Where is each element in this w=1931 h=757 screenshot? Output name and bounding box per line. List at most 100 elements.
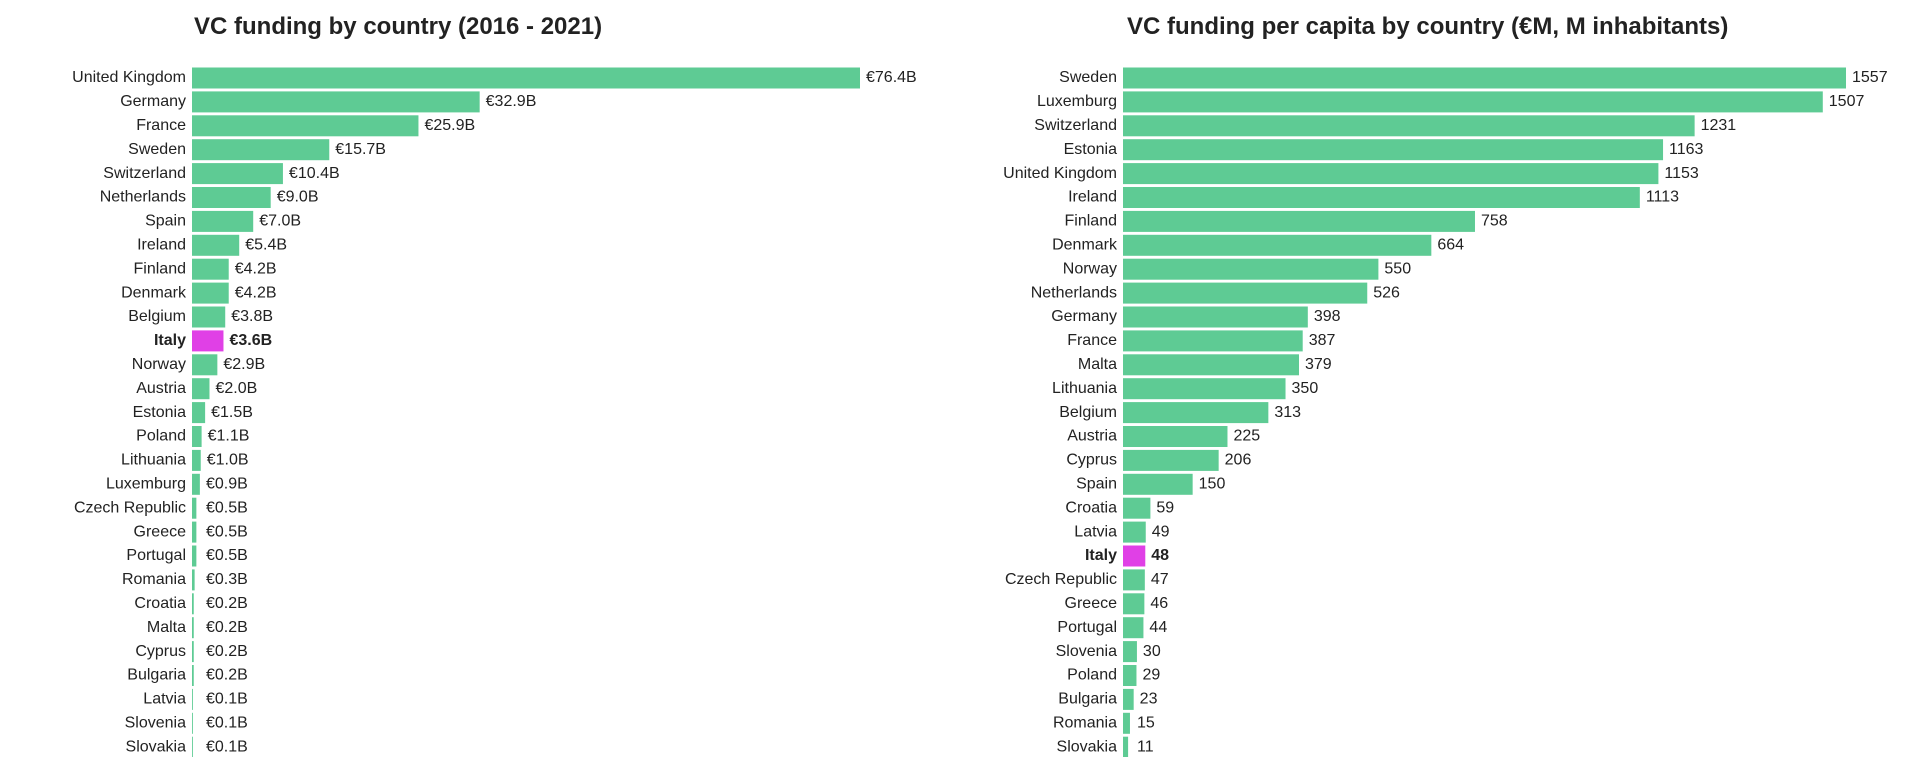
category-label: Italy [154, 332, 186, 349]
category-label: Germany [1051, 308, 1117, 325]
bar [192, 545, 197, 567]
bar [192, 282, 229, 304]
value-label: €10.4B [289, 165, 340, 182]
bar [1123, 163, 1659, 185]
value-label: €4.2B [235, 284, 277, 301]
value-label: 350 [1292, 380, 1319, 397]
category-label: Finland [134, 260, 186, 277]
bar [1123, 139, 1664, 161]
category-label: Denmark [1052, 237, 1118, 254]
category-label: Slovakia [1057, 738, 1118, 755]
category-label: Lithuania [121, 452, 186, 469]
value-label: 1557 [1852, 69, 1888, 86]
value-label: 398 [1314, 308, 1341, 325]
category-label: Slovakia [126, 738, 187, 755]
category-label: Sweden [128, 141, 186, 158]
value-label: 30 [1143, 643, 1161, 660]
value-label: €3.6B [229, 332, 272, 349]
value-label: €76.4B [866, 69, 917, 86]
value-label: €32.9B [486, 93, 537, 110]
category-label: United Kingdom [1003, 165, 1117, 182]
bar [1123, 426, 1228, 447]
value-label: €1.0B [207, 452, 249, 469]
value-label: 15 [1137, 715, 1155, 732]
category-label: Croatia [134, 595, 186, 612]
value-label: €0.5B [206, 547, 248, 564]
category-label: Norway [132, 356, 186, 373]
value-label: €3.8B [231, 308, 273, 325]
category-label: Norway [1063, 260, 1117, 277]
category-label: Netherlands [1031, 284, 1117, 301]
value-label: 313 [1274, 404, 1301, 421]
value-label: 1163 [1669, 141, 1704, 158]
bar [1123, 593, 1145, 615]
value-label: 1507 [1829, 93, 1865, 110]
value-label: 664 [1437, 237, 1464, 254]
value-label: 758 [1481, 213, 1508, 230]
bar [192, 67, 860, 89]
bar [192, 688, 193, 710]
value-label: €0.2B [206, 595, 248, 612]
bar [192, 665, 194, 686]
bar [1123, 449, 1219, 471]
bar [1123, 617, 1144, 639]
bar [1123, 234, 1432, 256]
value-label: €15.7B [335, 141, 386, 158]
category-label: France [1067, 332, 1117, 349]
bar [1123, 306, 1308, 328]
value-label: €0.3B [206, 571, 248, 588]
bar [1123, 210, 1475, 232]
bar [1123, 378, 1286, 400]
bar [192, 234, 240, 256]
value-label: €1.5B [211, 404, 253, 421]
bar [192, 306, 226, 328]
value-label: 47 [1151, 571, 1169, 588]
bar [192, 497, 197, 519]
bar [192, 378, 210, 400]
category-label: Austria [136, 380, 186, 397]
value-label: 11 [1137, 738, 1154, 755]
value-label: €0.1B [206, 715, 248, 732]
category-label: Lithuania [1052, 380, 1117, 397]
bar [192, 91, 480, 113]
value-label: 1153 [1664, 165, 1699, 182]
value-label: 1113 [1646, 189, 1679, 206]
bar [192, 330, 224, 352]
bar [1123, 521, 1146, 543]
value-label: €0.2B [206, 667, 248, 684]
value-label: 550 [1384, 260, 1411, 277]
bar [192, 187, 271, 208]
category-label: Spain [1076, 476, 1117, 493]
category-label: Bulgaria [127, 667, 186, 684]
bar [192, 736, 193, 757]
category-label: France [136, 117, 186, 134]
value-label: 526 [1373, 284, 1400, 301]
category-label: Greece [134, 523, 187, 540]
category-label: Belgium [1059, 404, 1117, 421]
category-label: Slovenia [125, 715, 186, 732]
category-label: Austria [1067, 428, 1117, 445]
category-label: Estonia [133, 404, 186, 421]
category-label: Portugal [126, 547, 186, 564]
value-label: 23 [1140, 691, 1158, 708]
bar [192, 258, 229, 280]
bar [192, 641, 194, 663]
value-label: 49 [1152, 523, 1170, 540]
category-label: Switzerland [1034, 117, 1117, 134]
value-label: €1.1B [208, 428, 250, 445]
bar [192, 163, 283, 185]
category-label: Croatia [1065, 499, 1117, 516]
bar [192, 139, 330, 161]
bar [1123, 67, 1846, 89]
category-label: Latvia [1074, 523, 1117, 540]
bar [1123, 545, 1146, 567]
value-label: 46 [1150, 595, 1168, 612]
value-label: 1231 [1701, 117, 1737, 134]
bar [192, 712, 193, 734]
bar [192, 473, 200, 495]
value-label: €7.0B [259, 213, 301, 230]
value-label: €0.5B [206, 499, 248, 516]
category-label: Luxemburg [106, 476, 186, 493]
value-label: 225 [1233, 428, 1260, 445]
category-label: Poland [136, 428, 186, 445]
